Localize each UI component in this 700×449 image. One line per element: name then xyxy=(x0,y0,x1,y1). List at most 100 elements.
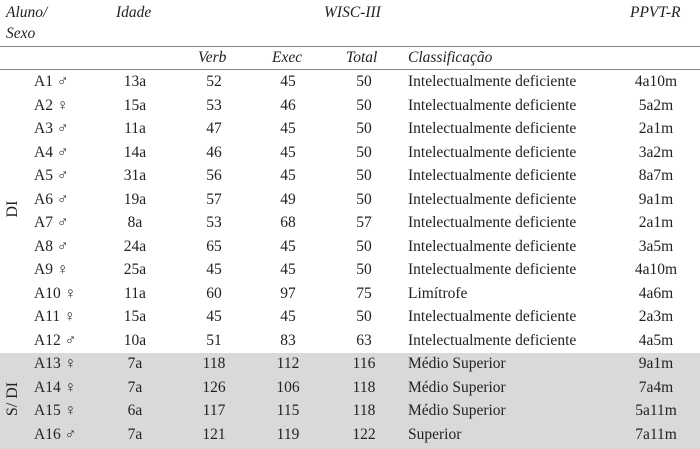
cell-ppvt: 8a7m xyxy=(638,167,674,184)
cell-total: 118 xyxy=(352,378,376,396)
table-row: A3 ♂ 11a 47 45 50 Intelectualmente deficiente… xyxy=(0,117,700,141)
cell-exec: 45 xyxy=(280,237,296,255)
group-band-sdi xyxy=(0,353,700,449)
cell-verb: 126 xyxy=(202,378,226,396)
header-exec: Exec xyxy=(272,49,303,66)
cell-idade: 7a xyxy=(127,355,143,372)
cell-ppvt: 5a2m xyxy=(638,96,674,114)
table-row: A7 ♂ 8a 53 68 57 Intelectualmente deficiente 2… xyxy=(0,211,700,235)
cell-ppvt: 3a2m xyxy=(638,143,674,161)
cell-idade: 14a xyxy=(123,143,147,161)
cell-class: Limítrofe xyxy=(408,284,468,302)
cell-ppvt: 4a6m xyxy=(638,284,674,302)
cell-verb: 117 xyxy=(202,402,226,419)
cell-aluno: A8 ♂ xyxy=(34,237,69,255)
cell-verb: 45 xyxy=(206,261,222,278)
cell-class: Intelectualmente deficiente xyxy=(408,167,577,184)
table-body: A1 ♂ 13a 52 45 50 Intelectualmente deficiente… xyxy=(0,70,700,446)
cell-idade: 15a xyxy=(123,96,147,114)
cell-class: Superior xyxy=(408,425,462,443)
table-row: A12 ♂ 10a 51 83 63 Intelectualmente deficient… xyxy=(0,329,700,353)
cell-class: Intelectualmente deficiente xyxy=(408,237,577,255)
cell-idade: 6a xyxy=(127,402,143,419)
cell-idade: 10a xyxy=(123,331,147,349)
cell-verb: 53 xyxy=(206,96,222,114)
cell-ppvt: 9a1m xyxy=(638,190,674,208)
cell-exec: 45 xyxy=(280,143,296,161)
cell-verb: 60 xyxy=(206,284,222,302)
cell-idade: 19a xyxy=(123,190,147,208)
header-aluno: Aluno/ xyxy=(6,4,48,21)
cell-verb: 65 xyxy=(206,237,222,255)
table-row: A8 ♂ 24a 65 45 50 Intelectualmente deficiente… xyxy=(0,235,700,259)
cell-ppvt: 4a10m xyxy=(634,73,678,90)
cell-exec: 45 xyxy=(280,261,296,278)
cell-verb: 46 xyxy=(206,143,222,161)
cell-class: Intelectualmente deficiente xyxy=(408,96,577,114)
cell-aluno: A3 ♂ xyxy=(34,120,69,137)
cell-aluno: A6 ♂ xyxy=(34,190,69,208)
table-row: A16 ♂ 7a 121 119 122 Superior 7a11m xyxy=(0,423,700,447)
cell-idade: 31a xyxy=(123,167,147,184)
cell-exec: 97 xyxy=(280,284,296,302)
cell-total: 116 xyxy=(352,355,376,372)
table-row: A1 ♂ 13a 52 45 50 Intelectualmente deficiente… xyxy=(0,70,700,94)
cell-total: 50 xyxy=(356,143,372,161)
cell-aluno: A4 ♂ xyxy=(34,143,69,161)
header-ppvt: PPVT-R xyxy=(630,4,681,21)
cell-verb: 121 xyxy=(202,425,226,443)
header-total: Total xyxy=(346,49,378,66)
cell-exec: 45 xyxy=(280,308,296,325)
cell-ppvt: 7a11m xyxy=(635,425,677,443)
cell-aluno: A7 ♂ xyxy=(34,214,69,231)
cell-verb: 118 xyxy=(202,355,226,372)
cell-total: 118 xyxy=(352,402,376,419)
cell-idade: 8a xyxy=(127,214,143,231)
cell-total: 57 xyxy=(356,214,372,231)
table-row: A9 ♀ 25a 45 45 50 Intelectualmente deficiente… xyxy=(0,258,700,282)
cell-ppvt: 3a5m xyxy=(638,237,674,255)
cell-ppvt: 5a11m xyxy=(635,402,677,419)
cell-idade: 24a xyxy=(123,237,147,255)
cell-idade: 13a xyxy=(123,73,147,90)
cell-verb: 57 xyxy=(206,190,222,208)
cell-verb: 52 xyxy=(206,73,222,90)
cell-idade: 7a xyxy=(127,378,143,396)
cell-verb: 56 xyxy=(206,167,222,184)
cell-exec: 119 xyxy=(276,425,300,443)
table-row: A11 ♀ 15a 45 45 50 Intelectualmente deficient… xyxy=(0,305,700,329)
cell-total: 122 xyxy=(352,425,376,443)
cell-idade: 11a xyxy=(124,120,146,137)
cell-aluno: A16 ♂ xyxy=(34,425,77,443)
cell-total: 50 xyxy=(356,73,372,90)
cell-aluno: A1 ♂ xyxy=(34,73,69,90)
table-row: A6 ♂ 19a 57 49 50 Intelectualmente deficiente… xyxy=(0,188,700,212)
cell-exec: 115 xyxy=(276,402,300,419)
cell-ppvt: 2a3m xyxy=(638,308,674,325)
cell-class: Intelectualmente deficiente xyxy=(408,190,577,208)
cell-ppvt: 2a1m xyxy=(638,214,674,231)
cell-class: Médio Superior xyxy=(408,378,506,396)
cell-total: 50 xyxy=(356,120,372,137)
cell-total: 75 xyxy=(356,284,372,302)
cell-verb: 53 xyxy=(206,214,222,231)
header-sexo: Sexo xyxy=(6,25,36,42)
cell-exec: 45 xyxy=(280,120,296,137)
cell-class: Intelectualmente deficiente xyxy=(408,331,577,349)
cell-class: Intelectualmente deficiente xyxy=(408,73,577,90)
table-row: A10 ♀ 11a 60 97 75 Limítrofe 4a6m xyxy=(0,282,700,306)
table-row: A13 ♀ 7a 118 112 116 Médio Superior 9a1m xyxy=(0,352,700,376)
cell-ppvt: 2a1m xyxy=(638,120,674,137)
cell-verb: 51 xyxy=(206,331,222,349)
cell-exec: 49 xyxy=(280,190,296,208)
cell-total: 50 xyxy=(356,261,372,278)
table-row: A2 ♀ 15a 53 46 50 Intelectualmente deficiente… xyxy=(0,94,700,118)
table-row: A15 ♀ 6a 117 115 118 Médio Superior 5a11m xyxy=(0,399,700,423)
cell-class: Intelectualmente deficiente xyxy=(408,308,577,325)
cell-ppvt: 7a4m xyxy=(638,378,674,396)
cell-idade: 11a xyxy=(124,284,146,302)
cell-exec: 46 xyxy=(280,96,296,114)
cell-exec: 112 xyxy=(276,355,300,372)
cell-total: 63 xyxy=(356,331,372,349)
cell-aluno: A13 ♀ xyxy=(34,355,77,372)
